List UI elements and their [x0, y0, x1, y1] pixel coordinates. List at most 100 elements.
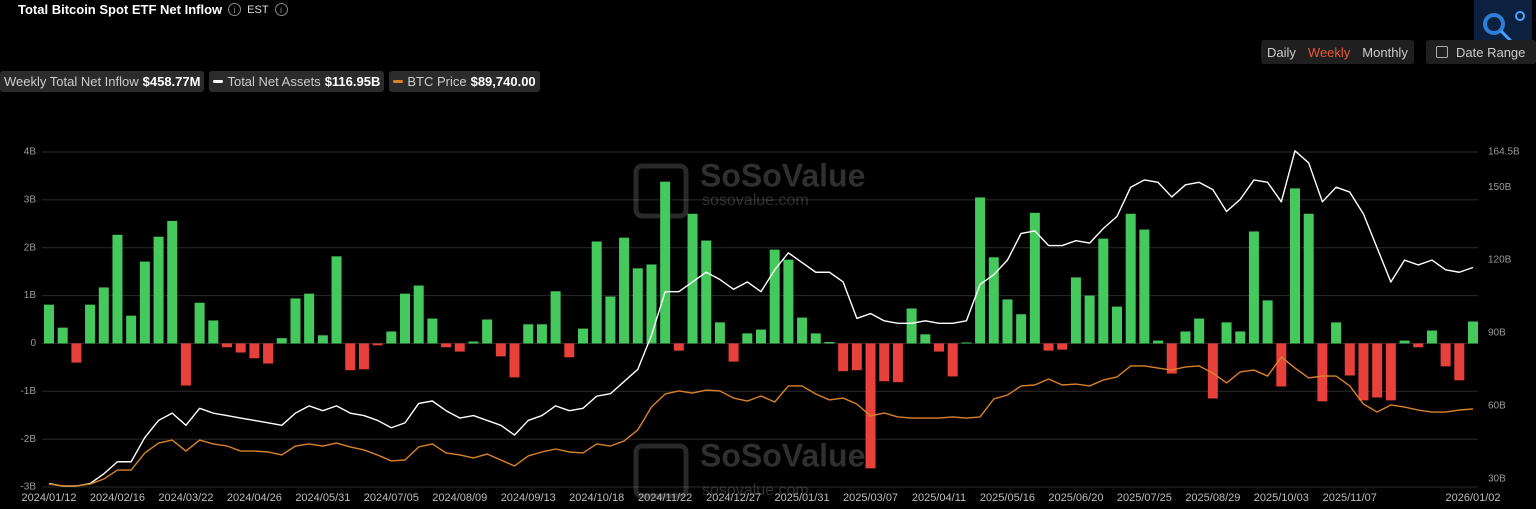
bar: [632, 268, 643, 344]
bar: [701, 240, 712, 344]
watermark-text: SoSoValue: [700, 437, 865, 473]
interval-button[interactable]: Weekly: [1307, 44, 1351, 60]
bar: [345, 343, 356, 371]
bar: [961, 342, 972, 344]
watermark-text: SoSoValue: [700, 157, 865, 193]
bar: [550, 291, 561, 344]
bar: [1454, 343, 1465, 381]
y2-tick-label: 90B: [1488, 328, 1506, 339]
bar: [1344, 343, 1355, 376]
bar: [249, 343, 260, 359]
bar: [1303, 213, 1314, 344]
x-tick-label: 2024/10/18: [569, 492, 624, 504]
bar: [578, 328, 588, 344]
bar: [1002, 299, 1013, 344]
bar: [1016, 314, 1027, 344]
bar: [523, 324, 534, 344]
legend-item[interactable]: Weekly Total Net Inflow $458.77M: [0, 71, 205, 92]
bar: [879, 343, 890, 382]
bar: [276, 338, 287, 344]
y2-tick-label: 60B: [1488, 401, 1506, 412]
bar: [222, 343, 232, 348]
watermark-logo: [633, 443, 689, 499]
chart-title: Total Bitcoin Spot ETF Net Inflow: [18, 2, 223, 17]
bar: [180, 343, 191, 386]
bar: [1139, 229, 1150, 344]
bar: [1399, 340, 1410, 344]
y2-tick-label: 120B: [1488, 255, 1512, 266]
bar: [1385, 343, 1396, 401]
y-tick-label: -1B: [20, 386, 36, 397]
line: [48, 150, 1474, 487]
legend-swatch: [393, 80, 404, 83]
y-tick-label: 2B: [24, 242, 37, 253]
timezone: EST: [247, 3, 269, 16]
bar: [797, 317, 808, 344]
bar: [386, 331, 397, 344]
bar: [687, 213, 698, 344]
x-tick-label: 2025/03/07: [843, 492, 898, 504]
bar: [1070, 277, 1081, 344]
bar: [85, 304, 96, 344]
bar: [126, 315, 137, 344]
bar: [1413, 343, 1424, 348]
y-tick-label: -3B: [20, 482, 36, 493]
bar: [44, 304, 54, 344]
x-tick-label: 2025/05/16: [980, 492, 1035, 504]
bar: [714, 322, 725, 344]
bar: [509, 343, 520, 378]
x-tick-label: 2024/12/27: [706, 492, 761, 504]
x-tick-label: 2024/02/16: [90, 492, 145, 504]
bar: [400, 293, 410, 344]
interval-button[interactable]: Daily: [1267, 44, 1296, 60]
bar: [482, 319, 493, 344]
x-tick-label: 2024/11/22: [638, 492, 692, 504]
bar: [1180, 331, 1191, 344]
bar: [1112, 306, 1122, 344]
bar: [1372, 343, 1383, 398]
info-icon[interactable]: i: [228, 3, 242, 16]
x-tick-label: 2024/04/26: [227, 492, 282, 504]
legend: Weekly Total Net Inflow $458.77M Total Net…: [0, 71, 540, 92]
legend-value: $116.95B: [324, 74, 381, 89]
bar: [1029, 212, 1040, 344]
bar: [920, 334, 931, 344]
bar: [468, 341, 479, 344]
logo-art: [1483, 11, 1525, 46]
bar: [947, 343, 958, 377]
bar: [427, 318, 438, 344]
watermark-url: sosovalue.com: [702, 192, 809, 209]
bar: [988, 257, 999, 344]
bar: [810, 333, 821, 344]
bar: [605, 296, 616, 344]
legend-item[interactable]: Total Net Assets $116.95B: [209, 71, 385, 92]
legend-item[interactable]: BTC Price $89,740.00: [389, 71, 540, 92]
legend-label: Total Net Assets: [227, 74, 321, 89]
x-tick-label: 2025/07/25: [1117, 492, 1172, 504]
date-range-button[interactable]: Date Range: [1426, 40, 1536, 64]
bar: [208, 320, 219, 344]
x-tick-label: 2025/04/11: [912, 492, 966, 504]
bar: [112, 234, 123, 344]
bar: [71, 343, 82, 363]
bar: [591, 241, 602, 344]
x-tick-label: 2024/08/09: [432, 492, 487, 504]
bar: [865, 343, 876, 469]
line: [48, 356, 1474, 487]
bar: [892, 343, 903, 383]
bar: [1317, 343, 1328, 402]
interval-button[interactable]: Monthly: [1362, 44, 1408, 60]
bar: [153, 236, 164, 344]
y-tick-label: 4B: [24, 147, 37, 158]
bar: [263, 343, 274, 364]
info-icon[interactable]: i: [274, 3, 288, 16]
bar: [906, 308, 917, 344]
legend-value: $458.77M: [142, 74, 201, 89]
x-tick-label: 2024/09/13: [501, 492, 556, 504]
bar: [1166, 343, 1177, 374]
y2-tick-label: 150B: [1488, 182, 1512, 193]
